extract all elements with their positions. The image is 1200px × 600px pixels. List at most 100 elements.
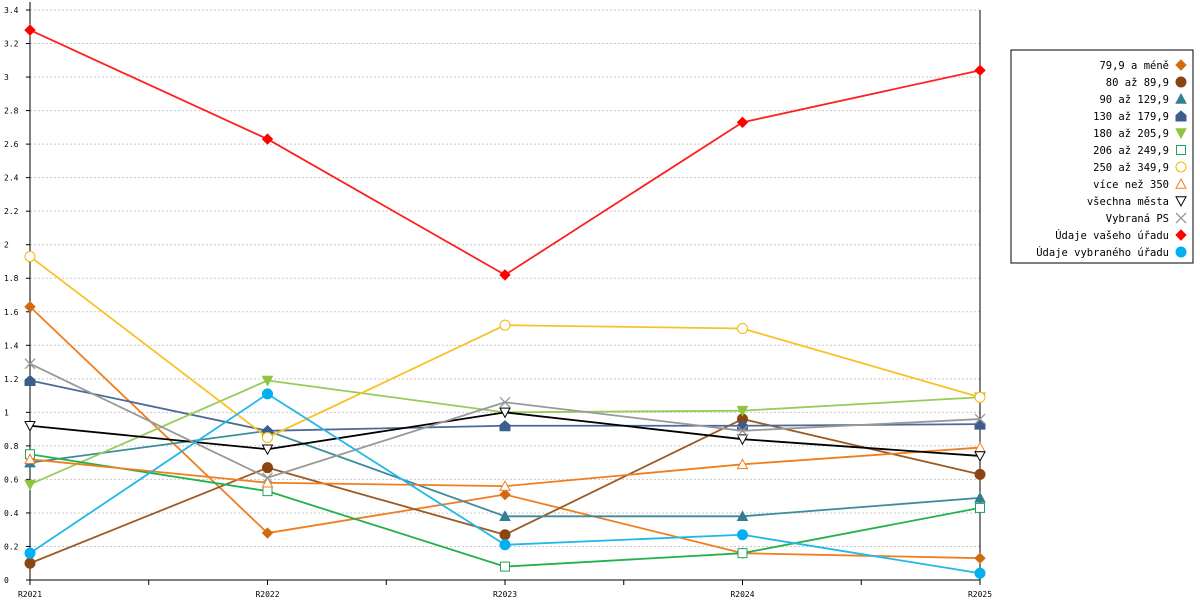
legend-label: Údaje vybraného úřadu xyxy=(1036,246,1169,259)
data-point xyxy=(974,391,986,403)
series-10 xyxy=(24,24,986,281)
series-11 xyxy=(24,388,986,579)
x-tick-label: R2021 xyxy=(18,590,42,599)
legend-marker xyxy=(1175,128,1187,140)
legend-label: 180 až 205,9 xyxy=(1093,128,1169,140)
legend-marker xyxy=(1175,110,1187,122)
y-tick-label: 1.6 xyxy=(4,308,19,317)
legend-item: 250 až 349,9 xyxy=(1093,161,1187,174)
data-point xyxy=(736,405,749,417)
y-tick-label: 0.6 xyxy=(4,475,19,484)
legend-marker xyxy=(1175,246,1187,258)
data-point xyxy=(261,133,274,145)
legend-item: Údaje vašeho úřadu xyxy=(1055,229,1187,242)
data-point xyxy=(499,510,511,522)
y-tick-label: 2.2 xyxy=(4,207,19,216)
y-tick-label: 1.8 xyxy=(4,274,19,283)
y-tick-label: 0.2 xyxy=(4,542,19,551)
data-point xyxy=(736,116,749,129)
y-tick-label: 0 xyxy=(4,576,9,585)
y-tick-label: 1.2 xyxy=(4,375,19,384)
legend-item: 90 až 129,9 xyxy=(1099,92,1187,106)
y-tick-label: 2 xyxy=(4,241,9,250)
legend-label: 130 až 179,9 xyxy=(1093,111,1169,123)
legend-item: 80 až 89,9 xyxy=(1106,76,1187,89)
data-point xyxy=(24,374,36,386)
legend: 79,9 a méně 80 až 89,9 90 až 129,9 130 až 1… xyxy=(1010,49,1194,264)
legend-marker xyxy=(1175,212,1187,224)
data-point xyxy=(24,479,36,491)
legend-label: 250 až 349,9 xyxy=(1093,162,1169,174)
data-point xyxy=(262,432,273,443)
data-point xyxy=(262,472,273,484)
data-point xyxy=(736,458,749,470)
data-point xyxy=(24,358,36,370)
legend-marker xyxy=(1175,161,1187,173)
data-point xyxy=(736,434,749,446)
series-5 xyxy=(25,449,985,572)
data-point xyxy=(499,396,511,408)
legend-box xyxy=(1010,49,1194,264)
legend-marker xyxy=(1175,92,1187,104)
series-0 xyxy=(24,301,986,564)
data-point xyxy=(974,567,986,579)
data-point xyxy=(975,502,985,513)
y-tick-label: 2.8 xyxy=(4,107,19,116)
legend-marker xyxy=(1175,196,1187,208)
x-axis-ticks: R2021 R2022 R2023 R2024 R2025 xyxy=(18,580,992,599)
data-point xyxy=(974,451,986,462)
x-tick-label: R2023 xyxy=(493,590,517,599)
legend-item: 180 až 205,9 xyxy=(1093,128,1187,140)
series-line xyxy=(29,29,981,276)
legend-marker xyxy=(1175,76,1187,88)
legend-label: 80 až 89,9 xyxy=(1106,77,1169,89)
data-point xyxy=(262,486,273,497)
y-axis-ticks: 0 0.2 0.4 0.6 0.8 1 1.2 1.4 1.6 1.8 2 2.2 2.4 2.6 2.8 3… xyxy=(4,6,30,585)
data-point xyxy=(737,323,748,335)
data-point xyxy=(974,468,986,480)
series-9 xyxy=(24,358,986,484)
legend-item: 79,9 a méně xyxy=(1099,59,1187,72)
data-point xyxy=(974,413,986,425)
series-3 xyxy=(24,374,986,437)
legend-label: všechna města xyxy=(1087,196,1169,208)
legend-item: Údaje vybraného úřadu xyxy=(1036,246,1187,259)
x-tick-label: R2024 xyxy=(730,590,754,599)
data-point xyxy=(500,561,510,572)
data-point xyxy=(24,301,36,313)
legend-marker xyxy=(1175,59,1187,71)
data-point xyxy=(24,24,36,36)
legend-item: 206 až 249,9 xyxy=(1093,145,1186,157)
legend-item: všechna města xyxy=(1087,196,1187,208)
y-tick-label: 1.4 xyxy=(4,341,19,350)
data-point xyxy=(261,476,274,488)
data-point xyxy=(499,319,511,331)
data-point xyxy=(24,421,36,432)
y-tick-label: 3.2 xyxy=(4,40,19,49)
legend-item: 130 až 179,9 xyxy=(1093,110,1187,123)
series-group xyxy=(24,24,986,579)
data-point xyxy=(737,529,748,541)
data-point xyxy=(499,269,511,281)
data-point xyxy=(24,250,36,262)
data-point xyxy=(737,548,748,559)
y-tick-label: 3.4 xyxy=(4,6,19,15)
x-tick-label: R2025 xyxy=(968,590,992,599)
legend-marker xyxy=(1176,145,1186,155)
data-point xyxy=(974,418,986,430)
legend-label: Vybraná PS xyxy=(1106,213,1169,225)
data-point xyxy=(499,488,511,501)
legend-item: více než 350 xyxy=(1093,177,1187,191)
legend-label: více než 350 xyxy=(1093,179,1169,191)
data-point xyxy=(499,529,511,541)
y-tick-label: 0.8 xyxy=(4,442,19,451)
legend-label: 90 až 129,9 xyxy=(1099,94,1169,106)
data-point xyxy=(499,480,511,491)
series-line xyxy=(29,411,981,457)
y-tick-label: 2.4 xyxy=(4,174,19,183)
data-point xyxy=(736,510,749,522)
data-point xyxy=(24,557,36,569)
legend-marker xyxy=(1175,177,1187,189)
data-point xyxy=(24,453,36,465)
legend-label: 79,9 a méně xyxy=(1099,60,1169,72)
